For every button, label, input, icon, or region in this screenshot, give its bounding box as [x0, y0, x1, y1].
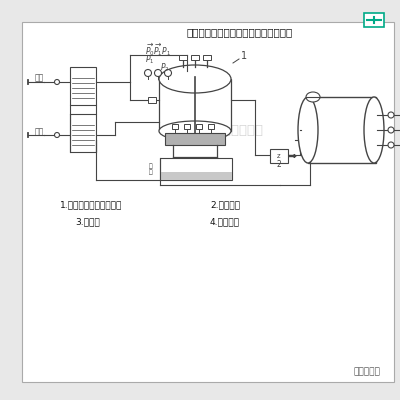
Text: 排
污: 排 污 [148, 163, 152, 175]
Text: 众联商务网: 众联商务网 [353, 368, 380, 376]
Circle shape [144, 70, 152, 76]
Ellipse shape [159, 65, 231, 93]
Bar [70, 67, 96, 105]
Ellipse shape [364, 97, 384, 163]
Bar [159, 79, 231, 131]
Ellipse shape [159, 121, 231, 141]
Bar [270, 149, 288, 163]
Circle shape [388, 127, 394, 133]
Text: 密闭式高温凝结水回收器系统工作流程: 密闭式高温凝结水回收器系统工作流程 [187, 27, 293, 37]
Bar [172, 124, 178, 129]
Text: 1.密闭式冷凝水回收装置: 1.密闭式冷凝水回收装置 [60, 200, 122, 210]
Circle shape [54, 80, 60, 84]
Bar [160, 158, 232, 180]
Text: 蒸汽: 蒸汽 [35, 128, 44, 136]
Text: 2.引射装置: 2.引射装置 [210, 200, 240, 210]
Circle shape [154, 70, 162, 76]
Bar [364, 13, 384, 27]
Text: 蒸汽: 蒸汽 [35, 74, 44, 82]
Text: 4.蒸汽锅炉: 4.蒸汽锅炉 [210, 218, 240, 226]
Text: 2: 2 [277, 160, 281, 169]
FancyArrow shape [289, 154, 296, 158]
Circle shape [54, 132, 60, 138]
Text: $P_2$: $P_2$ [160, 61, 170, 74]
Bar [184, 124, 190, 129]
Text: $\overrightarrow{P_0}\overrightarrow{P_1}P_1$: $\overrightarrow{P_0}\overrightarrow{P_1… [145, 42, 171, 58]
Circle shape [388, 112, 394, 118]
Text: z: z [277, 153, 281, 159]
Bar [191, 55, 199, 60]
Text: 1: 1 [241, 51, 247, 61]
Bar [203, 55, 211, 60]
Bar [70, 114, 96, 152]
Bar [308, 97, 376, 163]
Text: $P_1$: $P_1$ [145, 54, 154, 66]
Bar [179, 55, 187, 60]
Bar [196, 124, 202, 129]
Circle shape [388, 142, 394, 148]
Bar [160, 172, 232, 180]
Bar [208, 124, 214, 129]
Text: 山东胜销智能装备有限公司: 山东胜销智能装备有限公司 [167, 124, 263, 136]
Ellipse shape [298, 97, 318, 163]
Text: 3.除氧器: 3.除氧器 [75, 218, 100, 226]
Circle shape [164, 70, 172, 76]
Bar [148, 97, 156, 103]
Ellipse shape [306, 92, 320, 102]
Bar [165, 133, 225, 145]
